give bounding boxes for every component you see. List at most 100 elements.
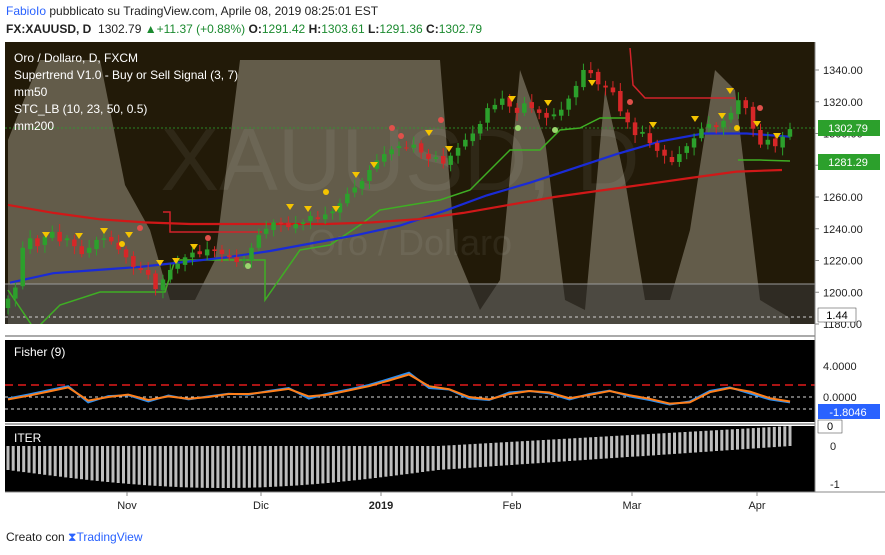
iter-bar [772,426,776,448]
iter-bar [106,446,110,482]
candle-body [123,249,129,258]
legend-stc: STC_LB (10, 23, 50, 0.5) [14,102,147,116]
candle-body [256,235,262,248]
signals [42,80,781,269]
fisher-lines [7,371,791,406]
candle-body [625,112,630,123]
iter-bar [268,446,272,487]
iter-bar [568,438,572,461]
last-price-badge-text: 1302.79 [828,123,868,135]
iter-bar [662,433,666,455]
candle-body [153,273,158,290]
iter-bar [101,446,104,482]
iter-bar [43,446,47,475]
candle-body [448,155,453,165]
iter-bar [510,441,514,465]
candle-body [116,242,121,250]
iter-bar [22,446,26,473]
iter-bar [431,446,435,471]
iter-bar [122,446,125,484]
iter-bar [720,429,724,451]
candle-body [330,211,335,214]
candle-body [588,70,593,74]
candle-body [337,203,343,213]
iter-bar [316,446,320,484]
candle-body [573,85,579,98]
iter-bar [132,446,136,485]
close-label: C: [426,22,439,36]
iter-bar [442,445,446,470]
iter-bar [547,439,551,463]
iter-bar [757,427,760,449]
candle-body [485,108,490,123]
iter-bar [394,446,398,476]
tradingview-logo-icon[interactable]: ⧗ [68,530,77,544]
fisher-badge [818,404,880,419]
iter-bar [473,443,477,468]
candle-body [345,193,350,204]
iter-bar [751,428,755,449]
candle-body [212,249,217,251]
iter-bar [447,445,451,470]
iter-bar [32,446,36,474]
candle-body [787,129,793,137]
iter-bar [610,436,614,459]
candle-body [249,247,254,261]
footer: Creato con ⧗TradingView [6,530,143,545]
candle-body [145,270,151,275]
candle-body [736,100,741,115]
footer-brand[interactable]: TradingView [76,530,143,544]
iter-bar [688,431,692,453]
supertrend-down-line-1 [163,211,262,233]
candle-body [507,97,512,107]
candle-body [758,130,763,145]
candle-body [514,107,520,113]
iter-badge-text: 0 [827,421,833,433]
supertrend-up-line-2 [738,159,791,162]
y-tick-label: 1240.00 [823,224,863,236]
iter-bar [499,442,503,466]
candle-body [691,138,697,148]
x-tick-label: Nov [117,500,137,512]
up-arrow-icon: ▲ [144,22,157,36]
candle-body [411,144,416,148]
iter-bar [148,446,152,486]
iter-bar [384,446,388,477]
iter-bar [195,446,199,488]
candle-body [64,238,70,241]
candle-body [197,251,202,255]
candle-body [300,222,306,224]
candle-body [559,109,564,116]
signal-arrow-icon [156,260,164,266]
candle-body [610,87,616,93]
iter-bar [6,446,10,470]
iter-bar [59,446,62,477]
candle-body [182,257,188,265]
iter-bar [583,437,587,460]
iter-bar [562,438,566,462]
iter-bar [631,434,635,457]
candle-body [315,217,321,220]
x-axis: Nov Dic 2019 Feb Mar Apr [117,492,766,512]
symbol-text: FX:XAUUSD, D [6,22,92,36]
iter-bar [137,446,141,485]
candle-body [286,222,291,228]
watermark-symbol: XAUUSD, D [160,110,639,209]
candles [5,62,793,315]
candle-body [72,239,77,247]
candle-body [426,153,431,159]
candle-body [477,124,483,134]
candle-body [5,298,11,309]
author-link[interactable]: FabioIo [6,4,47,18]
stc-badge [817,307,857,323]
iter-bar [741,428,745,450]
candle-body [367,170,372,182]
candle-body [168,270,173,280]
iter-bar [636,434,640,457]
candle-body [765,139,771,145]
candle-body [773,138,778,147]
candle-body [241,258,247,261]
legend-title: Oro / Dollaro, D, FXCM [14,51,138,65]
candle-body [109,237,114,242]
candle-body [404,147,409,149]
